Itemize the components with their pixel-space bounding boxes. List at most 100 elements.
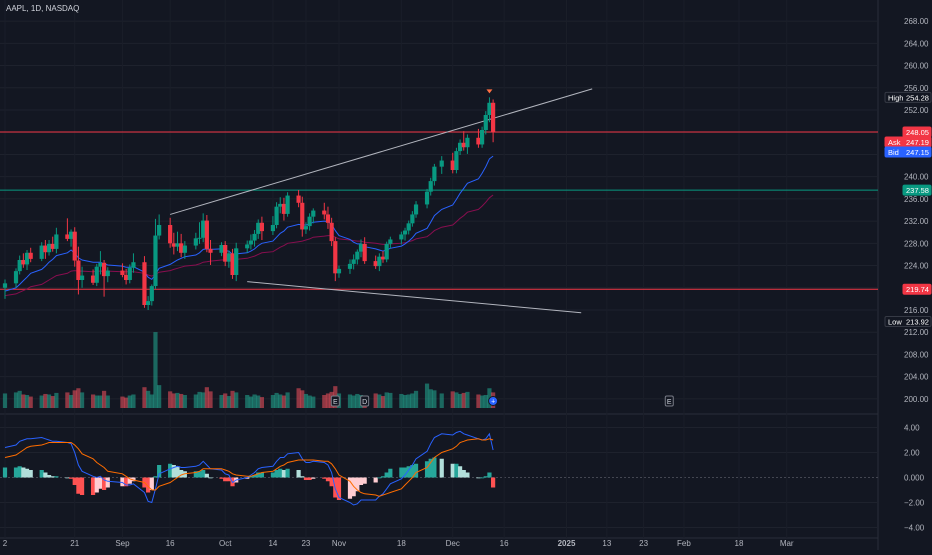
candle-body [175, 243, 180, 247]
candle-body [105, 270, 110, 277]
grid [0, 0, 879, 550]
volume-bar [457, 393, 463, 408]
candle-body [358, 243, 364, 252]
price-tick-label: 208.00 [904, 350, 929, 359]
event-marker[interactable]: E [330, 395, 340, 407]
macd-histogram-bar [457, 466, 463, 478]
macd-line [4, 430, 494, 506]
macd-histogram-bar [322, 477, 327, 479]
volume-bar [384, 392, 389, 408]
candle-body [307, 216, 312, 227]
time-tick-label: 16 [500, 539, 509, 548]
candle-body [226, 253, 231, 262]
time-tick-label: 23 [639, 539, 648, 548]
macd-histogram-bar [347, 477, 353, 499]
macd-histogram-bar [461, 470, 466, 478]
price-tick-label: 236.00 [904, 195, 929, 204]
event-marker[interactable]: D [360, 395, 370, 407]
time-tick-label: Oct [219, 539, 232, 548]
candle [197, 222, 202, 244]
macd-histogram-bar [307, 477, 312, 480]
candle [149, 284, 154, 306]
event-markers: E D E + [330, 395, 674, 407]
volume-bar [131, 394, 136, 408]
candle [428, 177, 433, 196]
candle [303, 222, 309, 234]
candle [402, 227, 408, 241]
candle [79, 266, 85, 288]
price-label-name: High [888, 93, 903, 102]
volume-bars [2, 332, 496, 408]
candle-body [46, 243, 52, 253]
volume-bar [300, 390, 305, 408]
macd-histogram-bar [226, 477, 231, 482]
candle-body [149, 286, 154, 302]
time-tick-label: Nov [332, 539, 346, 548]
volume-bar [149, 394, 154, 408]
macd-histogram-bar [362, 477, 367, 484]
candle [380, 251, 386, 263]
candle-body [98, 262, 103, 267]
candle [204, 215, 209, 253]
volume-bar [351, 395, 356, 408]
macd-histogram-bar [252, 475, 257, 478]
volume-bar [28, 396, 33, 408]
time-tick-label: Sep [115, 539, 130, 548]
candle-body [171, 243, 176, 247]
candle [230, 248, 235, 279]
price-label-name: Ask [888, 138, 901, 147]
candle [465, 134, 470, 154]
macd-histogram-bar [2, 467, 8, 478]
macd-histogram-bar [94, 477, 99, 493]
candle [226, 250, 231, 268]
macd-histogram-bar [175, 466, 180, 478]
price-tick-label: 216.00 [904, 306, 929, 315]
candle [388, 236, 393, 249]
price-label: 248.05 [902, 126, 932, 138]
price-label-value: 248.05 [906, 128, 929, 137]
candle [362, 237, 367, 264]
event-marker-box [360, 395, 370, 407]
candle-body [168, 225, 173, 244]
candle-body [245, 244, 250, 249]
candle-body [351, 259, 356, 264]
price-tick-label: 212.00 [904, 328, 929, 337]
volume-bar [182, 395, 187, 408]
candle-body [355, 251, 360, 260]
volume-bar [168, 391, 173, 408]
candle-body [124, 275, 129, 280]
candle [208, 240, 213, 265]
candle-body [450, 160, 455, 170]
volume-bar [465, 391, 470, 408]
volume-bar [223, 393, 228, 408]
candle [153, 218, 158, 289]
candle [274, 202, 279, 229]
candle [101, 260, 107, 297]
volume-bar [79, 392, 85, 408]
price-tick-label: 204.00 [904, 373, 929, 382]
candle [410, 211, 415, 227]
time-tick-label: 18 [397, 539, 406, 548]
event-marker[interactable]: E [664, 395, 674, 407]
price-tick-label: 228.00 [904, 239, 929, 248]
candle-body [461, 142, 466, 148]
macd-histogram-bar [336, 477, 342, 500]
volume-bar [428, 389, 433, 408]
candle-body [329, 222, 334, 242]
price-label-value: 247.15 [906, 148, 929, 157]
macd-histogram-bar [377, 477, 382, 479]
candle-body [79, 275, 85, 280]
candle [39, 242, 44, 262]
macd-histogram-bar [43, 472, 48, 478]
candle-body [68, 231, 74, 239]
macd-histogram-bar [105, 477, 110, 488]
macd-tick-label: 4.00 [904, 424, 920, 433]
candle-body [259, 222, 264, 232]
volume-bar [50, 396, 55, 408]
time-tick-label: 23 [301, 539, 310, 548]
candle [270, 216, 276, 235]
candle [90, 269, 96, 285]
candle-body [193, 238, 198, 246]
